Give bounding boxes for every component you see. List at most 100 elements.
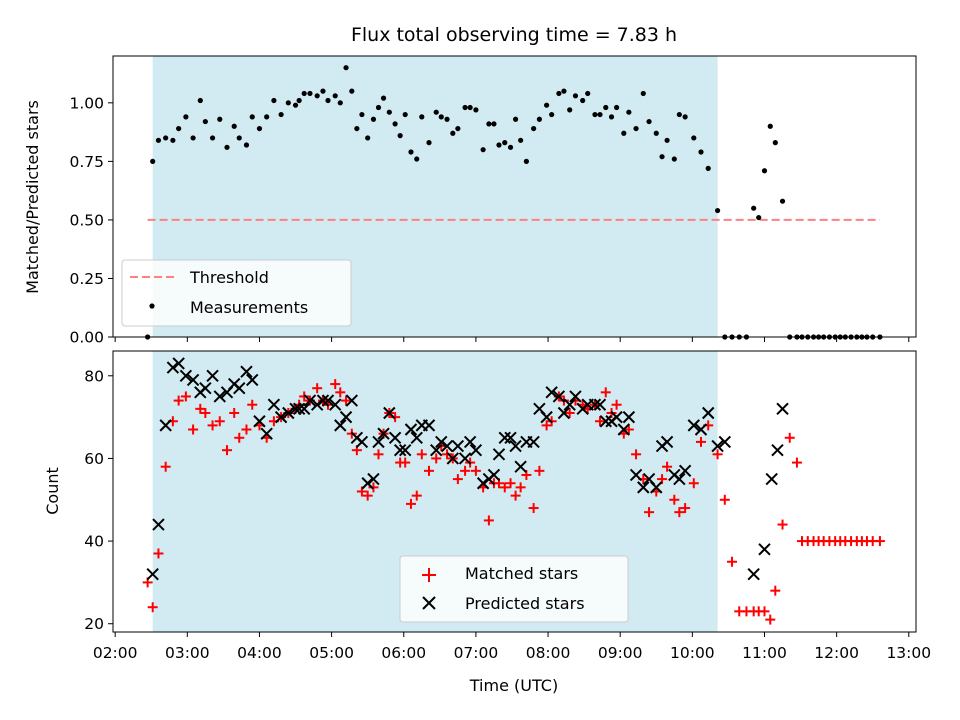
predicted-star-point — [776, 402, 789, 416]
matched-star-point — [442, 449, 453, 460]
matched-star-point — [777, 519, 788, 530]
legend-predicted-label: Predicted stars — [465, 594, 585, 613]
measurement-point — [455, 125, 461, 132]
measurement-point — [349, 88, 355, 94]
bottom-x-tick-label: 06:00 — [381, 644, 426, 662]
matched-star-point — [600, 387, 611, 398]
predicted-star-point — [557, 406, 571, 420]
predicted-star-point — [297, 402, 311, 416]
measurement-point — [231, 123, 237, 129]
measurement-point — [365, 135, 371, 141]
measurement-point — [307, 90, 313, 97]
x-axis-label: Time (UTC) — [469, 676, 558, 695]
predicted-stars-points — [146, 357, 789, 581]
predicted-star-point — [673, 472, 686, 486]
measurement-point — [408, 149, 414, 155]
matched-star-point — [759, 606, 770, 617]
measurement-point — [433, 109, 439, 115]
legend-measurements-label: Measurements — [190, 298, 308, 317]
matched-star-point — [452, 474, 463, 485]
matched-star-point — [362, 490, 373, 501]
matched-star-point — [214, 416, 225, 427]
predicted-star-point — [334, 419, 347, 432]
measurement-point — [518, 137, 524, 143]
bottom-legend-box — [399, 555, 629, 623]
matched-star-point — [534, 465, 545, 476]
measurement-point — [296, 97, 302, 104]
top-y-tick-label: 1.00 — [69, 94, 104, 112]
predicted-star-point — [545, 386, 558, 399]
matched-star-point — [515, 482, 526, 493]
predicted-star-point — [321, 394, 335, 407]
matched-star-point — [241, 424, 252, 435]
matched-star-point — [460, 465, 471, 476]
measurement-point — [419, 114, 425, 120]
predicted-star-point — [711, 439, 724, 453]
matched-star-point — [368, 482, 379, 493]
measurement-point — [491, 121, 497, 127]
matched-star-point — [335, 387, 346, 398]
matched-star-point — [696, 436, 707, 447]
predicted-star-point — [492, 448, 506, 461]
matched-star-point — [510, 490, 521, 501]
predicted-star-point — [687, 419, 700, 432]
measurement-point — [386, 109, 392, 115]
matched-star-point — [765, 614, 776, 625]
measurement-point — [354, 125, 360, 132]
measurement-point — [772, 140, 778, 146]
predicted-star-point — [498, 431, 511, 444]
predicted-star-point — [316, 394, 330, 407]
matched-star-point — [234, 432, 245, 443]
matched-star-point — [229, 407, 240, 418]
predicted-star-point — [617, 423, 631, 436]
matched-star-point — [312, 383, 323, 394]
matched-star-point — [207, 420, 218, 431]
matched-star-point — [631, 449, 642, 460]
predicted-star-point — [527, 435, 540, 449]
top-y-tick-label: 0.00 — [69, 329, 104, 347]
bottom-x-tick-label: 08:00 — [526, 644, 571, 662]
bottom-x-tick-label: 13:00 — [886, 644, 931, 662]
matched-star-point — [505, 478, 516, 489]
predicted-star-point — [388, 431, 402, 444]
top-legend-box — [121, 259, 352, 327]
measurement-point — [556, 90, 562, 97]
matched-star-point — [180, 391, 191, 402]
measurement-point — [496, 142, 502, 148]
predicted-star-point — [377, 427, 390, 440]
bottom-x-tick-label: 10:00 — [670, 644, 715, 662]
bottom-plot-frame — [112, 350, 917, 633]
predicted-star-point — [504, 431, 517, 444]
measurement-point — [243, 142, 250, 148]
measurement-point — [626, 109, 632, 115]
measurement-point — [292, 102, 299, 108]
measurement-point — [359, 111, 365, 118]
measurement-point — [301, 90, 307, 97]
measurement-point — [486, 121, 492, 127]
measurement-point — [779, 198, 786, 204]
predicted-star-point — [694, 423, 708, 436]
predicted-star-point — [593, 398, 607, 411]
measurement-point — [467, 104, 473, 111]
predicted-star-point — [383, 406, 396, 420]
bottom-y-tick-label: 40 — [84, 533, 104, 551]
measurement-point — [256, 125, 263, 132]
matched-star-point — [470, 465, 481, 476]
measurement-point — [664, 137, 670, 143]
matched-star-point — [431, 453, 442, 464]
predicted-star-point — [765, 472, 778, 486]
predicted-star-point — [246, 373, 259, 387]
measurement-point — [375, 104, 382, 111]
predicted-star-point — [240, 365, 253, 378]
predicted-star-point — [339, 410, 353, 424]
matched-star-point — [330, 379, 341, 390]
measurement-point — [580, 97, 586, 104]
predicted-star-point — [569, 390, 582, 403]
top-x-ticks — [114, 337, 910, 342]
measurement-point — [544, 102, 550, 108]
measurement-point — [653, 130, 659, 136]
measurement-point — [659, 154, 665, 160]
predicted-star-point — [345, 394, 359, 407]
predicted-star-point — [282, 406, 295, 420]
